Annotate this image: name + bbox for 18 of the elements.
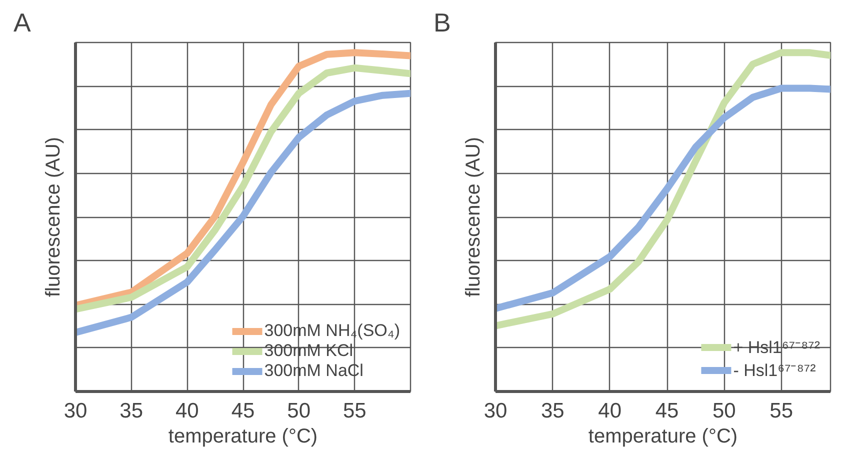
x-tick-label: 35	[540, 400, 564, 422]
x-tick-label: 55	[770, 400, 794, 422]
x-tick-label: 45	[655, 400, 679, 422]
x-axis-title: temperature (°C)	[168, 426, 318, 448]
x-tick-label: 35	[120, 400, 144, 422]
x-tick-label: 40	[598, 400, 622, 422]
chart-title: B	[434, 8, 451, 38]
y-axis-title: fluorescence (AU)	[462, 136, 484, 298]
x-tick-label: 55	[342, 400, 366, 422]
x-tick-label: 30	[484, 400, 508, 422]
x-tick-label: 50	[712, 400, 736, 422]
chart-title: A	[14, 8, 32, 38]
x-tick-label: 50	[287, 400, 311, 422]
x-axis-title: temperature (°C)	[588, 426, 738, 448]
x-tick-label: 30	[64, 400, 88, 422]
x-tick-label: 45	[231, 400, 255, 422]
y-axis-title: fluorescence (AU)	[42, 136, 64, 298]
x-tick-label: 40	[175, 400, 199, 422]
